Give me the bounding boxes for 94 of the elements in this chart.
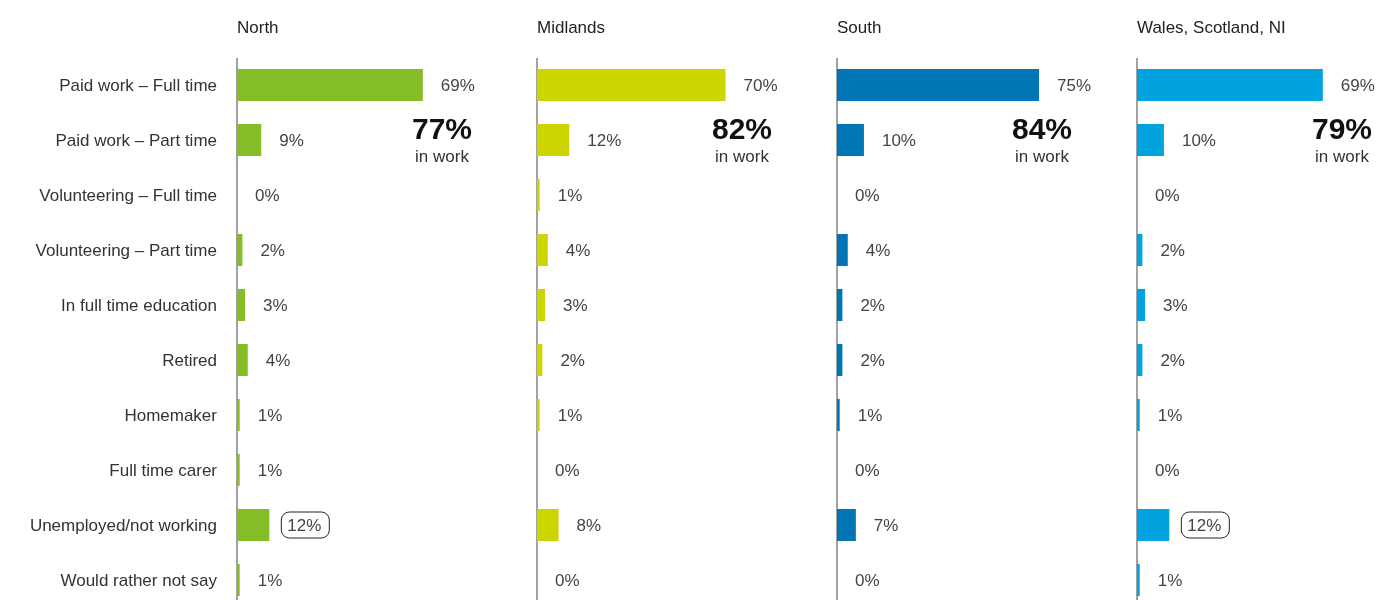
annotation: in work — [415, 147, 470, 166]
bar — [1137, 289, 1146, 321]
data-label: 69% — [1340, 76, 1375, 95]
bar — [1137, 564, 1140, 596]
chart-title: South — [837, 18, 882, 37]
y-tick-label: In full time education — [61, 296, 217, 315]
bar — [237, 564, 240, 596]
annotation: 79% — [1311, 112, 1373, 145]
data-label: 2% — [860, 296, 885, 315]
bar — [537, 179, 540, 211]
bar — [1137, 399, 1140, 431]
data-label: 1% — [257, 406, 283, 425]
bar — [237, 289, 246, 321]
chart-title: Wales, Scotland, NI — [1137, 18, 1286, 37]
data-label: 10% — [881, 131, 916, 150]
bar — [537, 509, 559, 541]
annotation: in work — [1315, 147, 1370, 166]
data-label: 1% — [257, 571, 283, 590]
bar — [537, 124, 570, 156]
y-tick-label: Retired — [162, 351, 217, 370]
data-label: 70% — [743, 76, 778, 95]
y-tick-label: Would rather not say — [60, 571, 218, 590]
data-label: 1% — [1157, 406, 1183, 425]
bar — [237, 344, 248, 376]
data-label: 10% — [1181, 131, 1216, 150]
y-tick-label: Volunteering – Part time — [35, 241, 217, 260]
data-label: 75% — [1057, 76, 1092, 95]
bar — [1137, 69, 1323, 101]
bar — [237, 454, 240, 486]
data-label: 1% — [857, 406, 883, 425]
annotation: 82% — [711, 112, 773, 145]
data-label: 12% — [587, 131, 622, 150]
data-label: 0% — [255, 186, 280, 205]
data-label: 3% — [263, 296, 288, 315]
y-tick-label: Full time carer — [109, 461, 218, 480]
data-label: 0% — [1155, 461, 1180, 480]
data-label: 0% — [555, 571, 580, 590]
y-tick-label: Homemaker — [124, 406, 218, 425]
bar — [237, 69, 423, 101]
bar — [537, 399, 540, 431]
data-label: 8% — [576, 516, 602, 535]
annotation: 12% — [287, 516, 322, 535]
bar — [837, 69, 1039, 101]
data-label: 0% — [555, 461, 580, 480]
data-label: 1% — [257, 461, 283, 480]
annotation: 84% — [1011, 112, 1073, 145]
data-label: 3% — [1163, 296, 1188, 315]
y-tick-label: Unemployed/not working — [29, 516, 217, 535]
data-label: 2% — [860, 351, 885, 370]
bar — [837, 344, 843, 376]
data-label: 4% — [865, 241, 891, 260]
bar — [1137, 124, 1164, 156]
data-label: 2% — [260, 241, 285, 260]
data-label: 1% — [557, 406, 583, 425]
annotation: in work — [1015, 147, 1070, 166]
data-label: 0% — [1155, 186, 1180, 205]
bar — [237, 124, 262, 156]
y-tick-label: Paid work – Full time — [59, 76, 217, 95]
y-tick-label: Paid work – Part time — [55, 131, 217, 150]
bar — [537, 289, 546, 321]
y-tick-label: Volunteering – Full time — [39, 186, 217, 205]
bar — [837, 289, 843, 321]
data-label: 0% — [855, 571, 880, 590]
bar — [837, 399, 840, 431]
bar — [1137, 509, 1170, 541]
data-label: 3% — [563, 296, 588, 315]
data-label: 4% — [565, 241, 591, 260]
bar — [237, 234, 243, 266]
bar — [837, 234, 848, 266]
data-label: 7% — [873, 516, 899, 535]
bar — [1137, 234, 1143, 266]
annotation: 77% — [411, 112, 473, 145]
data-label: 0% — [855, 461, 880, 480]
data-label: 2% — [1160, 241, 1185, 260]
bar — [237, 399, 240, 431]
bar — [537, 344, 543, 376]
data-label: 0% — [855, 186, 880, 205]
chart-title: North — [237, 18, 279, 37]
bar — [237, 509, 270, 541]
bar — [837, 509, 856, 541]
data-label: 4% — [265, 351, 291, 370]
data-label: 2% — [560, 351, 585, 370]
data-label: 69% — [440, 76, 475, 95]
bar — [1137, 344, 1143, 376]
annotation: 12% — [1187, 516, 1222, 535]
bar — [537, 234, 548, 266]
bar — [837, 124, 864, 156]
chart-title: Midlands — [537, 18, 606, 37]
data-label: 9% — [279, 131, 304, 150]
data-label: 1% — [557, 186, 583, 205]
data-label: 2% — [1160, 351, 1185, 370]
annotation: in work — [715, 147, 770, 166]
data-label: 1% — [1157, 571, 1183, 590]
bar — [537, 69, 726, 101]
